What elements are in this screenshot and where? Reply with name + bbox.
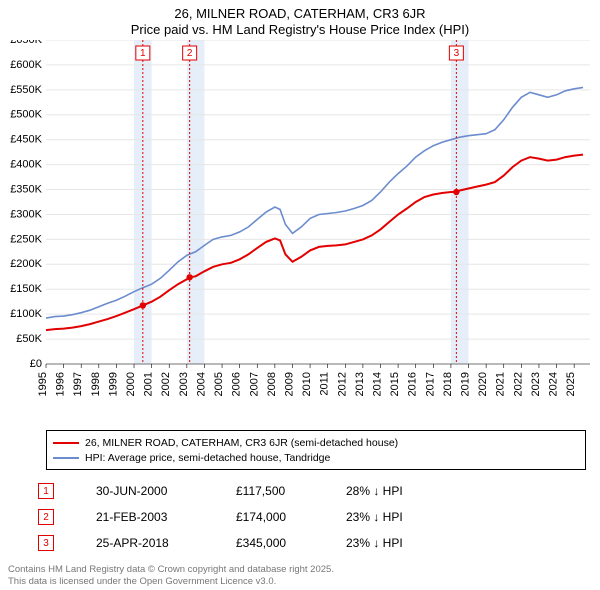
x-tick-label: 2017 bbox=[424, 372, 436, 396]
chart-svg: £0 £50K £100K £150K £200K £250K £300K £350K £400… bbox=[0, 40, 600, 420]
y-tick-label: £350K bbox=[10, 183, 42, 195]
x-tick-label: 1997 bbox=[72, 372, 84, 396]
sale-row-diff: 28% ↓ HPI bbox=[346, 484, 466, 498]
x-tick-label: 2005 bbox=[213, 372, 225, 396]
y-tick-label: £0 bbox=[30, 358, 42, 370]
sale-marker-dot bbox=[186, 274, 192, 280]
x-tick-label: 2015 bbox=[389, 372, 401, 396]
y-tick-label: £50K bbox=[16, 333, 42, 345]
sale-row-diff: 23% ↓ HPI bbox=[346, 510, 466, 524]
x-tick-label: 2001 bbox=[143, 372, 155, 396]
sale-marker-dot bbox=[140, 302, 146, 308]
y-tick-label: £600K bbox=[10, 59, 42, 71]
y-tick-label: £150K bbox=[10, 283, 42, 295]
sale-marker-number: 2 bbox=[187, 48, 193, 59]
x-tick-label: 2004 bbox=[195, 372, 207, 396]
attribution-line1: Contains HM Land Registry data © Crown c… bbox=[8, 564, 334, 576]
y-tick-label: £550K bbox=[10, 84, 42, 96]
x-tick-label: 2020 bbox=[477, 372, 489, 396]
legend-swatch bbox=[53, 442, 79, 444]
x-tick-label: 2013 bbox=[354, 372, 366, 396]
x-tick-label: 1999 bbox=[107, 372, 119, 396]
x-tick-label: 2024 bbox=[548, 372, 560, 396]
x-tick-label: 2014 bbox=[371, 372, 383, 396]
x-tick-label: 2025 bbox=[565, 372, 577, 396]
series-hpi bbox=[46, 87, 583, 318]
x-tick-label: 2011 bbox=[319, 372, 331, 396]
y-tick-label: £100K bbox=[10, 308, 42, 320]
x-tick-label: 2009 bbox=[283, 372, 295, 396]
legend: 26, MILNER ROAD, CATERHAM, CR3 6JR (semi… bbox=[46, 430, 586, 470]
sale-row-number-box: 2 bbox=[38, 509, 54, 525]
x-tick-label: 2008 bbox=[266, 372, 278, 396]
x-tick-label: 1996 bbox=[55, 372, 67, 396]
sales-table: 1 30-JUN-2000£117,50028% ↓ HPI 2 21-FEB-200… bbox=[38, 478, 466, 556]
legend-swatch bbox=[53, 457, 79, 459]
x-tick-label: 2007 bbox=[248, 372, 260, 396]
sale-row: 1 30-JUN-2000£117,50028% ↓ HPI bbox=[38, 478, 466, 504]
y-tick-label: £500K bbox=[10, 109, 42, 121]
attribution-line2: This data is licensed under the Open Gov… bbox=[8, 576, 334, 588]
y-tick-label: £250K bbox=[10, 233, 42, 245]
legend-item: HPI: Average price, semi-detached house,… bbox=[53, 450, 579, 465]
x-tick-label: 2006 bbox=[231, 372, 243, 396]
x-tick-label: 2002 bbox=[160, 372, 172, 396]
sale-row-diff: 23% ↓ HPI bbox=[346, 536, 466, 550]
legend-label: 26, MILNER ROAD, CATERHAM, CR3 6JR (semi… bbox=[85, 437, 398, 449]
y-tick-label: £450K bbox=[10, 134, 42, 146]
x-tick-label: 1998 bbox=[90, 372, 102, 396]
sale-row-price: £117,500 bbox=[236, 484, 346, 498]
y-tick-label: £300K bbox=[10, 208, 42, 220]
sale-marker-number: 1 bbox=[140, 48, 146, 59]
sale-row-price: £345,000 bbox=[236, 536, 346, 550]
chart-container: 26, MILNER ROAD, CATERHAM, CR3 6JR Price… bbox=[0, 0, 600, 590]
chart-title-line2: Price paid vs. HM Land Registry's House … bbox=[0, 22, 600, 37]
sale-row-date: 30-JUN-2000 bbox=[96, 484, 236, 498]
chart-plot: £0 £50K £100K £150K £200K £250K £300K £350K £400… bbox=[0, 40, 600, 420]
sale-row: 2 21-FEB-2003£174,00023% ↓ HPI bbox=[38, 504, 466, 530]
x-tick-label: 2021 bbox=[495, 372, 507, 396]
chart-title-line1: 26, MILNER ROAD, CATERHAM, CR3 6JR bbox=[0, 6, 600, 21]
sale-marker-number: 3 bbox=[454, 48, 460, 59]
x-tick-label: 1995 bbox=[37, 372, 49, 396]
sale-row: 3 25-APR-2018£345,00023% ↓ HPI bbox=[38, 530, 466, 556]
x-tick-label: 2000 bbox=[125, 372, 137, 396]
sale-row-date: 21-FEB-2003 bbox=[96, 510, 236, 524]
sale-row-price: £174,000 bbox=[236, 510, 346, 524]
x-tick-label: 2018 bbox=[442, 372, 454, 396]
x-tick-label: 2012 bbox=[336, 372, 348, 396]
sale-row-number-box: 3 bbox=[38, 535, 54, 551]
y-tick-label: £400K bbox=[10, 159, 42, 171]
legend-item: 26, MILNER ROAD, CATERHAM, CR3 6JR (semi… bbox=[53, 435, 579, 450]
series-price_paid bbox=[46, 155, 583, 331]
x-tick-label: 2016 bbox=[407, 372, 419, 396]
bg-band bbox=[451, 40, 469, 364]
y-tick-label: £200K bbox=[10, 258, 42, 270]
y-tick-label: £650K bbox=[10, 40, 42, 46]
attribution: Contains HM Land Registry data © Crown c… bbox=[8, 564, 334, 588]
sale-marker-dot bbox=[453, 189, 459, 195]
legend-label: HPI: Average price, semi-detached house,… bbox=[85, 452, 330, 464]
sale-row-number-box: 1 bbox=[38, 483, 54, 499]
sale-row-date: 25-APR-2018 bbox=[96, 536, 236, 550]
x-tick-label: 2003 bbox=[178, 372, 190, 396]
x-tick-label: 2010 bbox=[301, 372, 313, 396]
x-tick-label: 2022 bbox=[512, 372, 524, 396]
x-tick-label: 2023 bbox=[530, 372, 542, 396]
x-tick-label: 2019 bbox=[460, 372, 472, 396]
